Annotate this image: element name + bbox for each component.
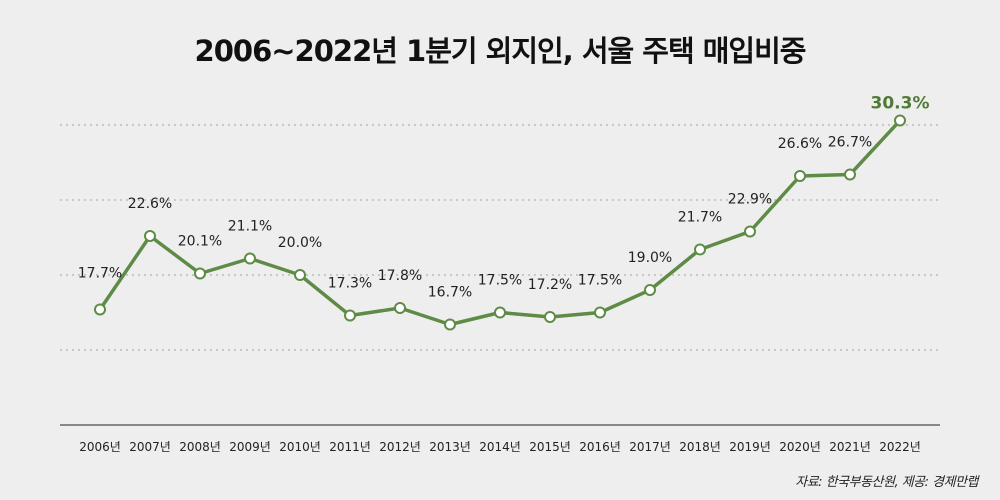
data-point	[94, 303, 106, 316]
data-point	[444, 318, 456, 331]
x-tick-label: 2015년	[529, 440, 571, 454]
x-tick-label: 2010년	[279, 440, 321, 454]
data-point	[844, 168, 856, 181]
data-point	[644, 284, 656, 296]
chart-title: 2006~2022년 1분기 외지인, 서울 주택 매입비중	[194, 34, 807, 68]
x-tick-label: 2021년	[829, 440, 871, 454]
data-point	[794, 170, 806, 182]
data-label: 17.7%	[78, 266, 122, 282]
x-tick-label: 2011년	[329, 440, 371, 454]
x-tick-label: 2006년	[79, 440, 121, 454]
data-point	[294, 269, 306, 281]
x-tick-label: 2009년	[229, 440, 271, 454]
x-tick-label: 2018년	[679, 440, 721, 454]
data-label: 26.6%	[778, 136, 822, 152]
data-label: 21.7%	[678, 210, 722, 226]
x-tick-label: 2007년	[129, 440, 171, 454]
data-label: 20.0%	[278, 235, 322, 251]
data-point	[194, 267, 206, 280]
data-label: 30.3%	[871, 94, 930, 114]
x-tick-label: 2017년	[629, 440, 671, 454]
data-point	[594, 306, 606, 319]
data-point	[144, 230, 156, 242]
data-label: 17.3%	[328, 276, 372, 292]
data-point	[394, 302, 406, 314]
x-tick-label: 2014년	[479, 440, 521, 454]
x-tick-label: 2022년	[879, 440, 921, 454]
data-label: 22.9%	[728, 192, 772, 208]
data-point	[894, 114, 906, 127]
data-label: 19.0%	[628, 250, 672, 266]
data-label: 26.7%	[828, 135, 872, 151]
x-tick-label: 2016년	[579, 440, 621, 454]
x-tick-label: 2019년	[729, 440, 771, 454]
data-label: 17.8%	[378, 268, 422, 284]
data-label: 17.5%	[578, 273, 622, 289]
data-point	[544, 311, 556, 323]
x-tick-label: 2012년	[379, 440, 421, 454]
data-label: 16.7%	[428, 285, 472, 301]
data-point	[694, 243, 706, 256]
source-note: 자료: 한국부동산원, 제공: 경제만랩	[795, 475, 978, 490]
data-label: 21.1%	[228, 219, 272, 235]
x-tick-label: 2008년	[179, 440, 221, 454]
data-label: 20.1%	[178, 234, 222, 250]
data-label: 22.6%	[128, 196, 172, 212]
x-tick-label: 2020년	[779, 440, 821, 454]
data-label: 17.5%	[478, 273, 522, 289]
x-tick-label: 2013년	[429, 440, 471, 454]
data-label: 17.2%	[528, 277, 572, 293]
data-point	[344, 309, 356, 322]
data-point	[494, 306, 506, 319]
data-point	[744, 225, 756, 238]
data-point	[244, 252, 256, 265]
